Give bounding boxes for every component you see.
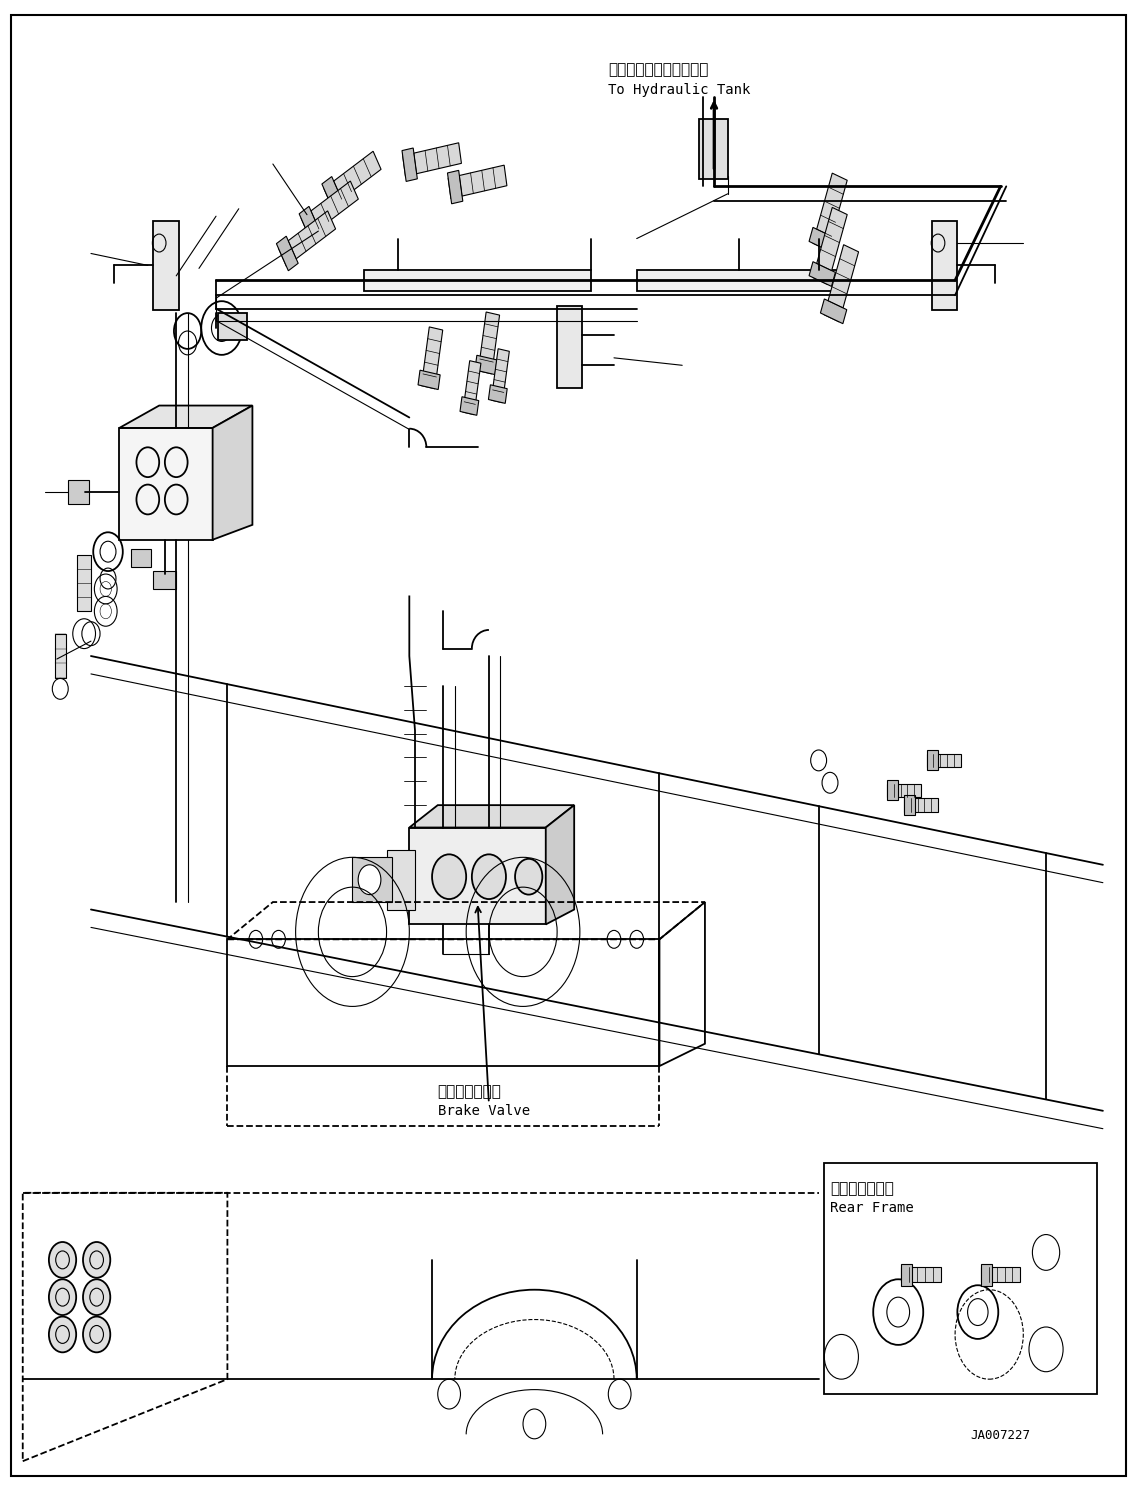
Polygon shape [301, 180, 358, 237]
Bar [218, 313, 247, 340]
Polygon shape [980, 1264, 991, 1285]
Polygon shape [409, 805, 574, 828]
Bar [637, 270, 841, 291]
Polygon shape [491, 349, 509, 403]
Polygon shape [213, 406, 252, 540]
Circle shape [49, 1242, 76, 1278]
Circle shape [49, 1279, 76, 1315]
Polygon shape [418, 370, 440, 389]
Circle shape [83, 1279, 110, 1315]
Circle shape [358, 865, 381, 895]
Bar [55, 634, 66, 678]
Polygon shape [904, 799, 938, 811]
Polygon shape [324, 151, 381, 207]
Polygon shape [546, 805, 574, 924]
Polygon shape [887, 784, 921, 796]
Text: To Hydraulic Tank: To Hydraulic Tank [608, 83, 750, 97]
Bar [409, 828, 546, 924]
Polygon shape [821, 300, 847, 324]
Text: リヤーフレーム: リヤーフレーム [830, 1181, 894, 1196]
Bar [227, 939, 659, 1066]
Text: Rear Frame: Rear Frame [830, 1202, 914, 1215]
Circle shape [432, 854, 466, 899]
Circle shape [515, 859, 542, 895]
Bar [364, 270, 591, 291]
Bar [153, 221, 179, 310]
Bar [119, 428, 213, 540]
Polygon shape [887, 780, 898, 801]
Polygon shape [448, 170, 463, 204]
Polygon shape [402, 148, 417, 182]
Circle shape [83, 1242, 110, 1278]
Bar [131, 549, 151, 567]
Bar [557, 306, 582, 388]
Bar [699, 119, 728, 179]
Polygon shape [489, 385, 507, 404]
Polygon shape [422, 327, 442, 389]
Polygon shape [119, 406, 252, 428]
Polygon shape [448, 166, 507, 198]
Bar [77, 555, 91, 611]
Text: ハイドロリックタンクへ: ハイドロリックタンクへ [608, 63, 708, 78]
Circle shape [83, 1317, 110, 1352]
Bar [68, 480, 89, 504]
Text: ブレーキバルブ: ブレーキバルブ [438, 1084, 501, 1099]
Polygon shape [813, 207, 847, 285]
Polygon shape [980, 1267, 1020, 1282]
Bar [387, 850, 415, 910]
Polygon shape [901, 1267, 940, 1282]
Polygon shape [402, 143, 462, 176]
Polygon shape [322, 176, 343, 212]
Polygon shape [824, 245, 858, 322]
Text: JA007227: JA007227 [971, 1428, 1030, 1442]
Polygon shape [479, 312, 499, 374]
Polygon shape [463, 361, 481, 414]
Polygon shape [279, 210, 335, 267]
Text: Brake Valve: Brake Valve [438, 1105, 530, 1118]
Polygon shape [810, 228, 836, 252]
Polygon shape [475, 355, 497, 374]
Polygon shape [810, 262, 836, 286]
Bar [932, 221, 957, 310]
Bar [352, 857, 392, 902]
Polygon shape [927, 754, 961, 766]
Polygon shape [904, 795, 915, 816]
Bar [153, 571, 176, 589]
Polygon shape [901, 1264, 912, 1285]
Polygon shape [813, 173, 847, 250]
Polygon shape [927, 750, 938, 771]
Circle shape [472, 854, 506, 899]
Polygon shape [276, 236, 298, 271]
Circle shape [49, 1317, 76, 1352]
Polygon shape [460, 397, 479, 416]
Polygon shape [299, 206, 321, 242]
Bar [824, 1163, 1097, 1394]
